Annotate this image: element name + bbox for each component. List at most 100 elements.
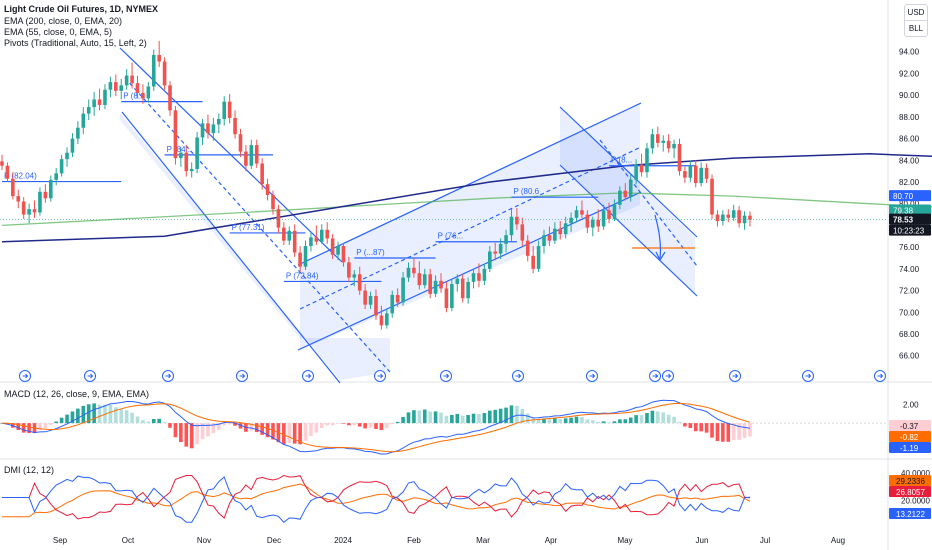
event-icon[interactable]: [19, 370, 31, 382]
candle-body: [249, 145, 254, 166]
macd-tick-label: 2.00: [903, 400, 919, 409]
dmi-marker: [889, 475, 931, 486]
dmi-label[interactable]: DMI (12, 12): [4, 465, 55, 475]
macd-histogram-bar: [341, 423, 346, 424]
macd-histogram-bar: [444, 415, 449, 424]
macd-histogram-bar: [379, 423, 384, 430]
candle-body: [341, 246, 346, 263]
macd-histogram-bar: [233, 423, 237, 426]
candle-body: [179, 152, 183, 159]
macd-histogram-bar: [585, 419, 590, 424]
macd-histogram-bar: [390, 423, 395, 425]
price-marker: [889, 190, 931, 202]
event-icon[interactable]: [302, 370, 314, 382]
event-icon[interactable]: [84, 370, 96, 382]
candle-body: [596, 220, 600, 227]
macd-histogram-bar: [710, 423, 714, 438]
candle-body: [688, 165, 693, 178]
macd-histogram-bar: [43, 423, 48, 429]
price-marker: [889, 213, 931, 225]
candle-body: [211, 124, 216, 134]
macd-histogram-bar: [569, 417, 573, 424]
candle-body: [650, 134, 655, 149]
candle-body: [38, 191, 42, 213]
macd-histogram-bar: [737, 423, 741, 440]
macd-histogram-bar: [108, 404, 113, 424]
macd-histogram-bar: [260, 423, 264, 435]
macd-histogram-bar: [639, 415, 644, 424]
event-icon[interactable]: [729, 370, 741, 382]
macd-histogram-bar: [363, 423, 367, 429]
macd-histogram-bar: [536, 419, 541, 424]
event-icon[interactable]: [802, 370, 814, 382]
event-icon-arrow: [805, 373, 812, 379]
candle-body: [612, 204, 617, 219]
macd-histogram-bar: [206, 423, 210, 437]
macd-histogram-bar: [688, 423, 693, 429]
channel-line: [559, 106, 698, 238]
candle-body: [141, 92, 145, 99]
dmi-marker: [889, 508, 931, 519]
macd-histogram-bar: [477, 414, 481, 424]
macd-histogram-bar: [227, 423, 232, 425]
event-icon[interactable]: [649, 370, 661, 382]
candles: [0, 40, 752, 330]
candle-body: [374, 296, 378, 316]
candle-body: [157, 54, 161, 62]
macd-histogram-bar: [493, 409, 498, 424]
event-icon[interactable]: [586, 370, 598, 382]
channel-line: [121, 111, 341, 384]
candle-body: [693, 165, 698, 184]
currency-bll[interactable]: BLL: [905, 20, 927, 36]
event-icon[interactable]: [512, 370, 524, 382]
currency-usd[interactable]: USD: [907, 8, 925, 17]
macd-histogram-bar: [607, 422, 611, 424]
indicator-ema55-label[interactable]: EMA (55, close, 0, EMA, 5): [4, 27, 113, 37]
pivot-label: P (8...: [123, 92, 144, 101]
macd-histogram-bar: [547, 419, 552, 424]
macd-histogram-bar: [200, 423, 205, 440]
candle-body: [363, 290, 367, 305]
indicator-ema200-label[interactable]: EMA (200, close, 0, EMA, 20): [4, 16, 123, 26]
macd-histogram-bar: [374, 423, 378, 429]
event-icon[interactable]: [374, 370, 386, 382]
macd-histogram-bar: [222, 423, 227, 426]
candle-body: [173, 110, 178, 159]
currency-selector[interactable]: USD BLL: [904, 4, 928, 37]
event-icon[interactable]: [440, 370, 452, 382]
candle-body: [200, 123, 205, 138]
candle-body: [639, 164, 644, 173]
macd-histogram-bar: [146, 421, 151, 424]
candle-body: [81, 113, 86, 128]
macd-histogram-bar: [27, 423, 31, 434]
indicator-pivots-label[interactable]: Pivots (Traditional, Auto, 15, Left, 2): [4, 38, 147, 48]
macd-histogram-bar: [645, 413, 649, 424]
price-tick-label: 74.00: [899, 265, 920, 274]
macd-marker: [889, 442, 931, 453]
candle-body: [347, 262, 351, 278]
event-icon[interactable]: [236, 370, 248, 382]
macd-histogram-bar: [553, 418, 557, 424]
candle-body: [319, 229, 324, 242]
time-axis-label: 2024: [334, 536, 352, 545]
macd-histogram-bar: [699, 423, 703, 432]
event-icon[interactable]: [162, 370, 174, 382]
time-axis-label: Sep: [53, 536, 68, 545]
candle-body: [217, 119, 221, 125]
candle-body: [395, 294, 400, 303]
candle-body: [119, 85, 124, 91]
event-icon[interactable]: [662, 370, 674, 382]
macd-histogram-bar: [455, 413, 460, 424]
macd-histogram-bar: [748, 423, 752, 437]
trend-channel-fill: [120, 47, 390, 380]
macd-label[interactable]: MACD (12, 26, close, 9, EMA, EMA): [4, 389, 150, 399]
event-icon-arrow: [443, 373, 450, 379]
price-tick-label: 86.00: [899, 135, 920, 144]
macd-marker: [889, 431, 931, 442]
macd-histogram-bar: [542, 418, 546, 424]
channel-midline: [124, 77, 391, 373]
event-icon[interactable]: [874, 370, 886, 382]
event-icon-arrow: [87, 373, 94, 379]
candle-body: [352, 274, 357, 278]
